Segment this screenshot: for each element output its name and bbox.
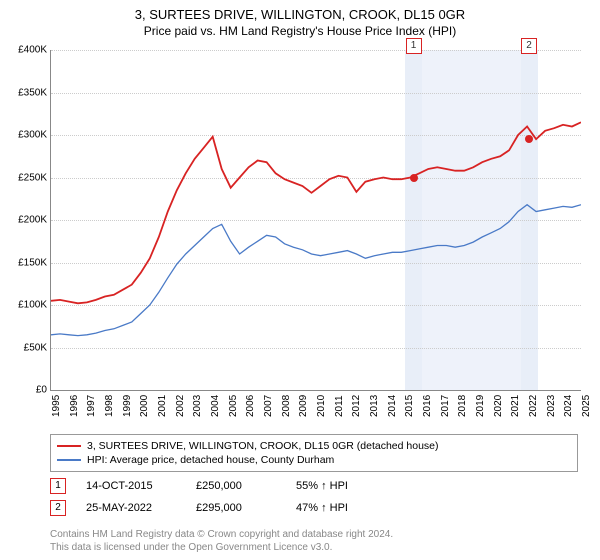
sale-price: £250,000 <box>196 480 276 492</box>
x-axis-tick: 2000 <box>139 395 150 417</box>
x-axis-tick: 2023 <box>546 395 557 417</box>
x-axis-tick: 1998 <box>104 395 115 417</box>
sale-row-1: 1 14-OCT-2015 £250,000 55% ↑ HPI <box>50 478 348 494</box>
chart-title: 3, SURTEES DRIVE, WILLINGTON, CROOK, DL1… <box>0 0 600 24</box>
y-axis-tick: £300K <box>3 130 47 141</box>
sale-vs-hpi: 55% ↑ HPI <box>296 480 348 492</box>
footer-line: This data is licensed under the Open Gov… <box>50 541 393 554</box>
x-axis-tick: 2024 <box>563 395 574 417</box>
y-axis-tick: £100K <box>3 300 47 311</box>
x-axis-tick: 2015 <box>404 395 415 417</box>
y-axis-tick: £150K <box>3 257 47 268</box>
y-axis-tick: £200K <box>3 215 47 226</box>
sale-vs-hpi: 47% ↑ HPI <box>296 502 348 514</box>
x-axis-tick: 2020 <box>493 395 504 417</box>
x-axis-tick: 2003 <box>192 395 203 417</box>
footer-attribution: Contains HM Land Registry data © Crown c… <box>50 528 393 554</box>
x-axis-tick: 2016 <box>422 395 433 417</box>
x-axis-tick: 1995 <box>51 395 62 417</box>
chart-subtitle: Price paid vs. HM Land Registry's House … <box>0 24 600 42</box>
sale-row-2: 2 25-MAY-2022 £295,000 47% ↑ HPI <box>50 500 348 516</box>
sale-marker-icon: 2 <box>50 500 66 516</box>
legend-swatch <box>57 459 81 461</box>
sale-date: 25-MAY-2022 <box>86 502 176 514</box>
x-axis-tick: 2011 <box>334 395 345 417</box>
sale-dot-icon <box>525 135 533 143</box>
x-axis-tick: 1996 <box>69 395 80 417</box>
legend-box: 3, SURTEES DRIVE, WILLINGTON, CROOK, DL1… <box>50 434 578 472</box>
x-axis-tick: 2001 <box>157 395 168 417</box>
legend-item-property: 3, SURTEES DRIVE, WILLINGTON, CROOK, DL1… <box>57 439 571 453</box>
x-axis-tick: 2022 <box>528 395 539 417</box>
footer-line: Contains HM Land Registry data © Crown c… <box>50 528 393 541</box>
sale-price: £295,000 <box>196 502 276 514</box>
chart-plot-area: £0£50K£100K£150K£200K£250K£300K£350K£400… <box>50 50 581 391</box>
x-axis-tick: 2002 <box>175 395 186 417</box>
sale-date: 14-OCT-2015 <box>86 480 176 492</box>
x-axis-tick: 2012 <box>351 395 362 417</box>
x-axis-tick: 1999 <box>122 395 133 417</box>
x-axis-tick: 2025 <box>581 395 592 417</box>
x-axis-tick: 2008 <box>281 395 292 417</box>
x-axis-tick: 2005 <box>228 395 239 417</box>
x-axis-tick: 2007 <box>263 395 274 417</box>
y-axis-tick: £0 <box>3 385 47 396</box>
y-axis-tick: £250K <box>3 172 47 183</box>
x-axis-tick: 2006 <box>245 395 256 417</box>
y-axis-tick: £50K <box>3 342 47 353</box>
x-axis-tick: 2018 <box>457 395 468 417</box>
legend-label: 3, SURTEES DRIVE, WILLINGTON, CROOK, DL1… <box>87 440 439 452</box>
sale-marker-on-chart: 1 <box>406 38 422 54</box>
x-axis-tick: 2013 <box>369 395 380 417</box>
y-axis-tick: £400K <box>3 45 47 56</box>
x-axis-tick: 2021 <box>510 395 521 417</box>
x-axis-tick: 2019 <box>475 395 486 417</box>
legend-item-hpi: HPI: Average price, detached house, Coun… <box>57 453 571 467</box>
sale-dot-icon <box>410 174 418 182</box>
x-axis-tick: 2014 <box>387 395 398 417</box>
legend-label: HPI: Average price, detached house, Coun… <box>87 454 334 466</box>
sale-marker-icon: 1 <box>50 478 66 494</box>
x-axis-tick: 1997 <box>86 395 97 417</box>
x-axis-tick: 2009 <box>298 395 309 417</box>
sale-marker-on-chart: 2 <box>521 38 537 54</box>
legend-swatch <box>57 445 81 447</box>
x-axis-tick: 2010 <box>316 395 327 417</box>
x-axis-tick: 2004 <box>210 395 221 417</box>
y-axis-tick: £350K <box>3 87 47 98</box>
x-axis-tick: 2017 <box>440 395 451 417</box>
